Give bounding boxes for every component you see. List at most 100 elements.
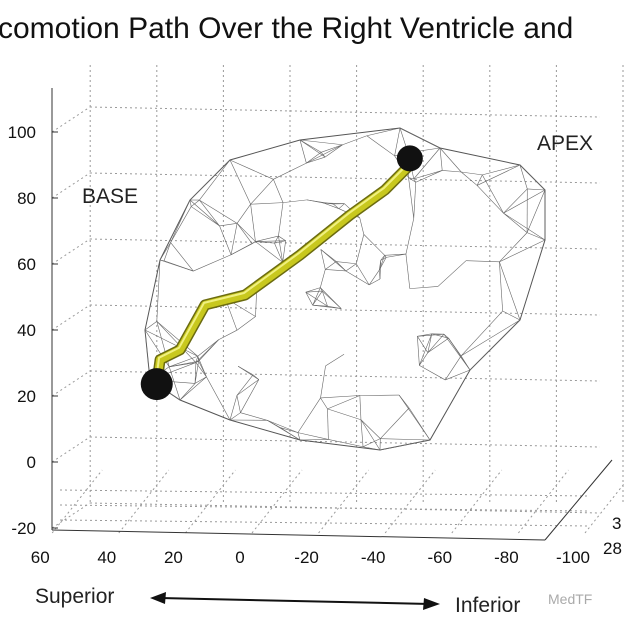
mesh-edge: [320, 365, 326, 399]
mesh-edge: [306, 156, 326, 164]
grid-line: [51, 304, 91, 331]
superior-label: Superior: [35, 585, 114, 608]
grid-line: [89, 436, 601, 448]
mesh-edge: [297, 432, 301, 441]
z-tick-label: 0: [27, 453, 36, 472]
mesh-edge: [427, 337, 449, 353]
mesh-edge: [427, 333, 445, 353]
mesh-edge: [195, 339, 219, 363]
mesh-edge: [230, 241, 256, 255]
mesh-edge: [274, 235, 279, 244]
mesh-edge: [189, 199, 192, 207]
mesh-edge: [250, 179, 274, 205]
mesh-edge: [282, 199, 307, 203]
mesh-edge: [325, 269, 346, 272]
mesh-edge: [443, 333, 449, 339]
z-tick-label: 100: [8, 123, 36, 142]
mesh-edge: [417, 336, 429, 353]
x-tick-label: 0: [235, 548, 244, 567]
mesh-edge: [199, 199, 220, 227]
mesh-edge: [237, 365, 254, 376]
mesh-edge: [461, 171, 478, 186]
grid-line: [51, 502, 91, 529]
mesh-edge: [218, 329, 238, 341]
mesh-edge: [236, 395, 241, 413]
mesh-edge: [320, 249, 347, 272]
mesh-edge: [327, 408, 362, 421]
mesh-edge: [274, 240, 286, 244]
mesh-edge: [394, 127, 401, 156]
mesh-edge: [156, 259, 161, 322]
mesh-edge: [360, 419, 381, 439]
mesh-edge: [342, 135, 367, 146]
mesh-edge: [476, 164, 521, 186]
mesh-edge: [255, 241, 275, 244]
mesh-edge: [499, 232, 528, 263]
mesh-edge: [527, 188, 546, 191]
mesh-edge: [144, 321, 157, 331]
mesh-edge: [236, 223, 256, 242]
mesh-edge: [219, 225, 232, 255]
mesh-edge: [299, 139, 307, 164]
mesh-edge: [327, 395, 360, 410]
mesh-edge: [278, 202, 284, 237]
mesh-edge: [366, 127, 401, 137]
tick-labels: 100 80 60 40 20 0 -20 60 40 20 0 -20 -40 -60 -80 -100: [8, 123, 590, 567]
z-tick-label: -20: [11, 519, 36, 538]
mesh-edge: [320, 287, 323, 292]
mesh-edge: [362, 446, 381, 451]
z-tick-label: 40: [17, 321, 36, 340]
grid: [51, 65, 624, 534]
mesh-edge: [502, 310, 521, 321]
mesh-edge: [419, 333, 433, 366]
mesh-edge: [386, 253, 406, 258]
grid-line: [51, 370, 91, 397]
mesh-edge: [229, 412, 241, 421]
mesh-edge: [409, 286, 438, 289]
mesh-edge: [437, 260, 467, 287]
mesh-edge: [282, 240, 286, 263]
grid-line: [584, 483, 624, 534]
x-tick-label: -40: [361, 548, 386, 567]
path-highlight: [154, 162, 410, 383]
mesh-edge: [379, 260, 382, 280]
mesh-edge: [439, 147, 462, 173]
mesh-edge: [206, 376, 231, 421]
mesh-edge: [360, 419, 381, 451]
mesh-edge: [199, 159, 231, 201]
axes: [51, 88, 613, 541]
mesh-edge: [398, 394, 410, 409]
mesh-edge: [379, 257, 387, 271]
mesh-edge: [163, 242, 171, 261]
mesh-edge: [305, 292, 313, 306]
locomotion-path: [140, 145, 423, 401]
mesh-edge: [240, 412, 268, 421]
mesh-edge: [379, 439, 431, 451]
mesh-edge: [379, 255, 385, 271]
grid-line: [89, 304, 601, 316]
grid-line: [118, 469, 170, 534]
grid-line: [384, 469, 436, 534]
mesh-edge: [267, 419, 299, 433]
mesh-edge: [194, 362, 197, 384]
grid-line: [89, 370, 601, 382]
z-tick-label: 60: [17, 255, 36, 274]
mesh-edge: [325, 261, 337, 270]
mesh-edge: [278, 235, 286, 241]
mesh-edge: [170, 199, 191, 243]
mesh-edge: [229, 395, 238, 421]
mesh-edge: [503, 212, 528, 233]
end-marker: [396, 145, 423, 172]
mesh-edge: [191, 199, 200, 207]
mesh-edge: [448, 338, 462, 357]
mesh-edge: [273, 162, 307, 180]
mesh-edge: [236, 316, 256, 331]
watermark: MedTF: [548, 591, 592, 607]
mesh-edge: [191, 206, 220, 227]
mesh-edge: [299, 139, 326, 158]
mesh-edge: [312, 287, 321, 306]
z-tick-label: 80: [17, 189, 36, 208]
mesh-edge: [503, 212, 546, 241]
mesh-edge: [322, 290, 328, 307]
mesh-edge: [195, 360, 199, 363]
